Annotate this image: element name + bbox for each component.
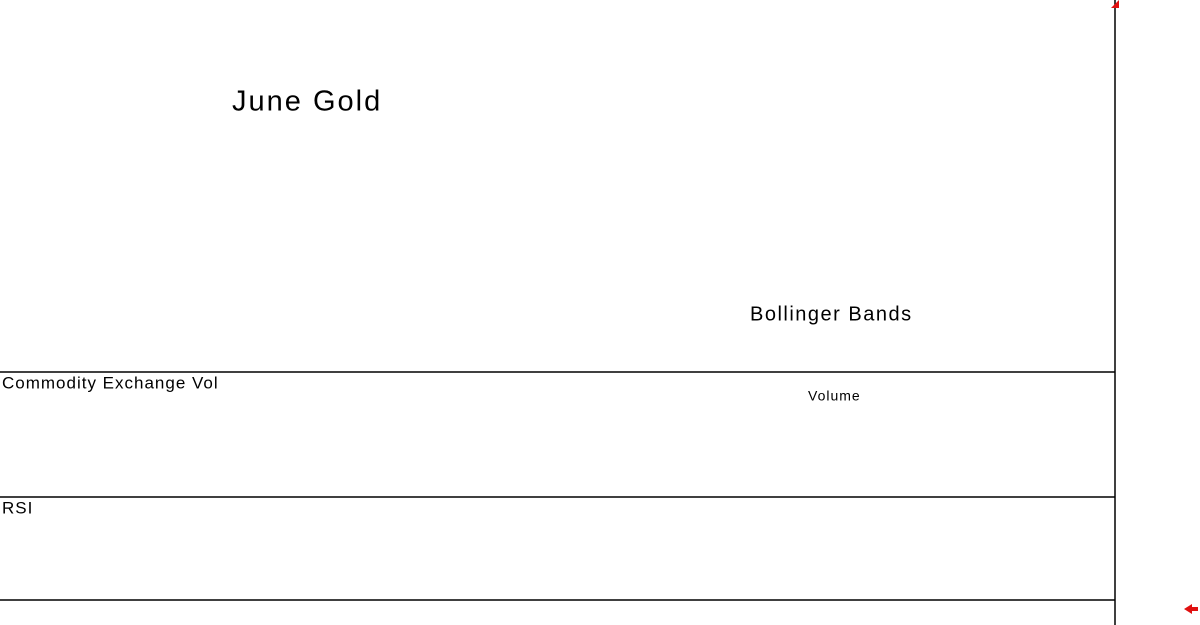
panel-title: RSI <box>2 498 33 517</box>
scroll-arrow <box>1184 604 1198 614</box>
annotation: Bollinger Bands <box>750 303 913 325</box>
panel-title: Commodity Exchange Vol <box>2 373 219 392</box>
scroll-arrow <box>1111 0 1119 8</box>
annotation: Volume <box>808 388 861 404</box>
text-layer: June Gold Bollinger Bands Commodity Exch… <box>2 86 913 518</box>
chart-title: June Gold <box>232 86 382 118</box>
